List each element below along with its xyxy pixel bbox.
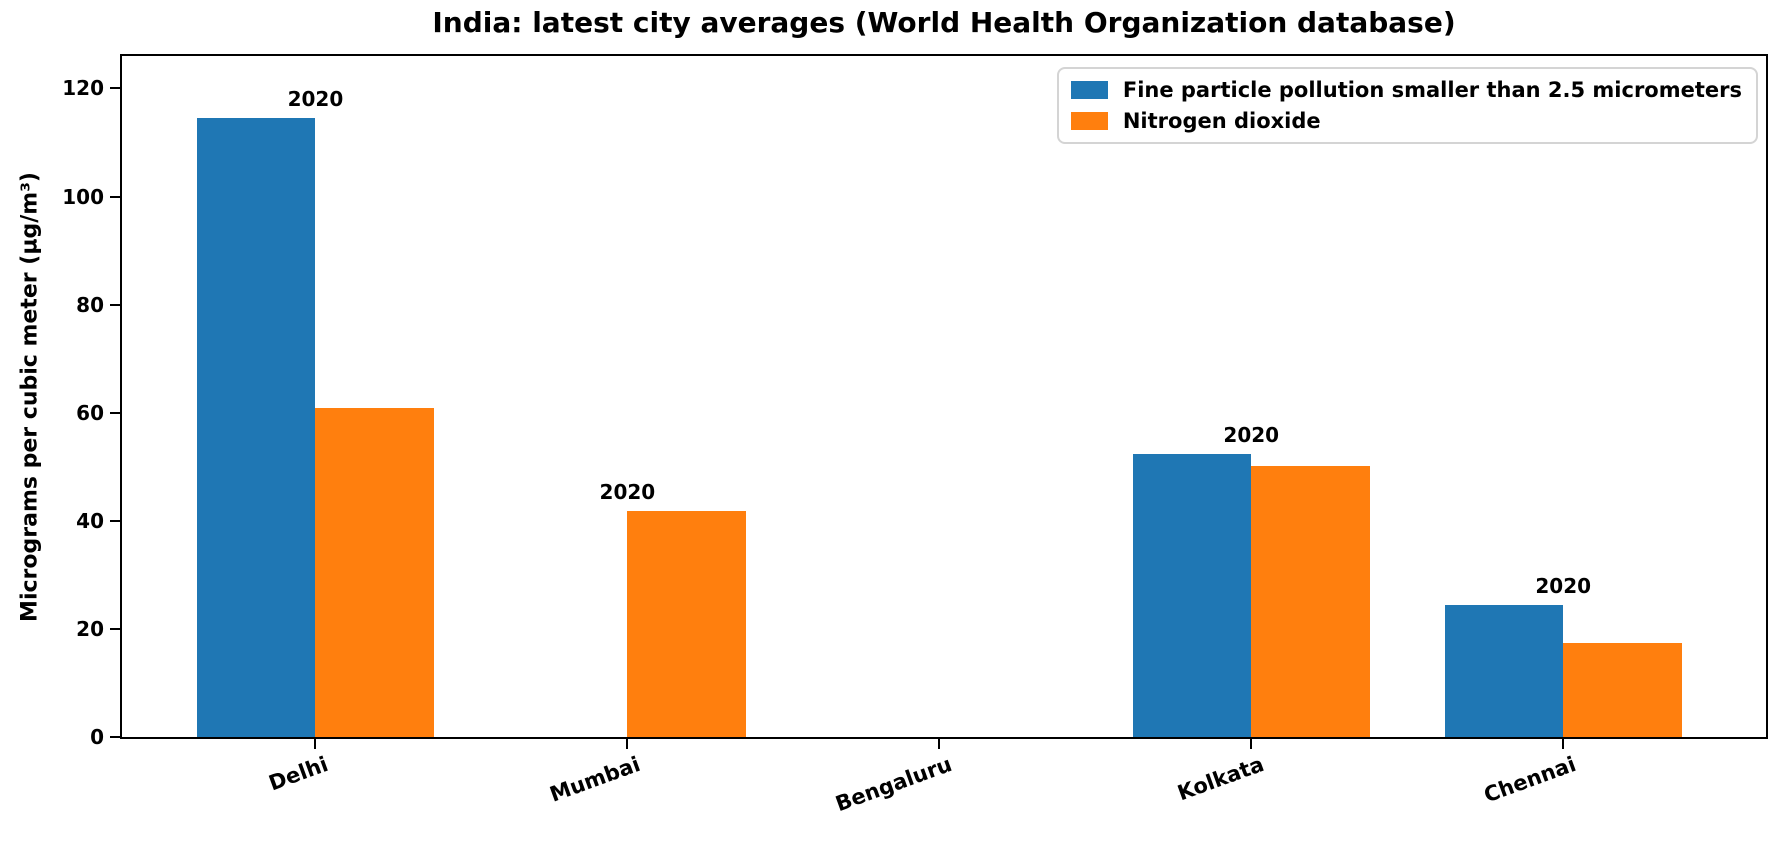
bar-delhi-series0 [196,118,316,737]
bar-chennai-series0 [1444,604,1564,737]
y-tick-mark [110,736,120,738]
y-tick-label: 100 [62,184,104,209]
x-tick-mark [1250,739,1253,749]
legend-label-pm25: Fine particle pollution smaller than 2.5… [1122,78,1742,102]
y-tick-mark [110,411,120,414]
y-tick-label: 0 [90,725,104,749]
x-tick-label-delhi: Delhi [266,752,332,796]
bar-year-label-mumbai: 2020 [599,479,656,504]
bar-year-label-delhi: 2020 [287,87,344,112]
x-tick-mark [938,739,941,749]
y-tick-label: 20 [76,616,104,641]
legend-label-no2: Nitrogen dioxide [1122,109,1321,133]
x-tick-mark [1562,739,1565,749]
x-tick-label-kolkata: Kolkata [1174,752,1268,806]
y-tick-label: 80 [76,292,104,317]
y-tick-mark [110,519,120,522]
legend-swatch-pm25 [1070,81,1108,99]
y-axis-label: Micrograms per cubic meter (µg/m³) [17,172,43,622]
chart-title: India: latest city averages (World Healt… [432,6,1456,39]
legend: Fine particle pollution smaller than 2.5… [1056,67,1758,144]
bar-mumbai-series1 [627,510,746,737]
x-tick-mark [314,739,317,749]
legend-item-no2: Nitrogen dioxide [1070,109,1742,133]
y-tick-label: 40 [76,508,104,533]
x-tick-label-mumbai: Mumbai [546,752,644,807]
x-tick-label-chennai: Chennai [1481,752,1580,808]
y-tick-mark [110,195,120,198]
bar-chennai-series1 [1563,643,1682,737]
bar-kolkata-series1 [1251,465,1370,737]
x-tick-mark [626,739,629,749]
y-tick-label: 120 [62,76,104,101]
x-tick-label-bengaluru: Bengaluru [832,752,956,817]
y-tick-mark [110,303,120,306]
plot-area-border [120,54,1768,739]
y-tick-mark [110,87,120,90]
bar-year-label-kolkata: 2020 [1223,423,1280,448]
bar-delhi-series1 [315,408,434,737]
y-tick-mark [110,627,120,630]
bar-year-label-chennai: 2020 [1535,573,1592,598]
legend-item-pm25: Fine particle pollution smaller than 2.5… [1070,78,1742,102]
y-tick-label: 60 [76,400,104,425]
legend-swatch-no2 [1070,112,1108,130]
bar-kolkata-series0 [1132,454,1252,737]
